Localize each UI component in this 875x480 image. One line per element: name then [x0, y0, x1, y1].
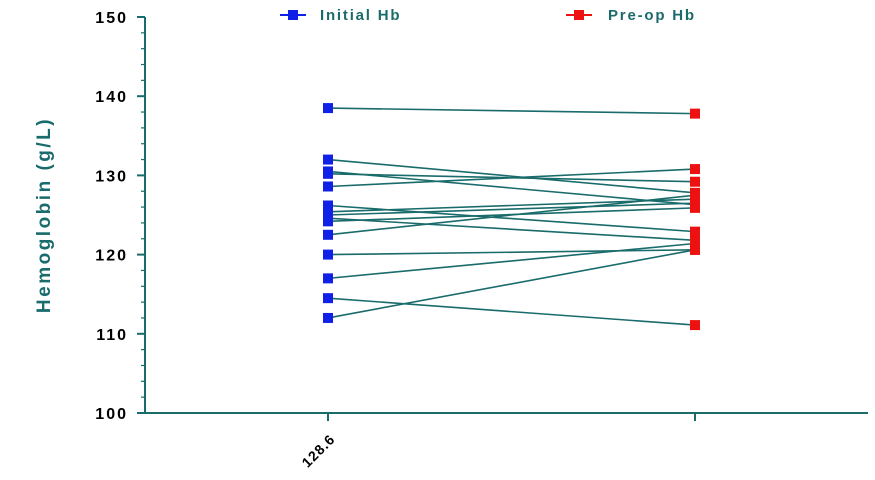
preop-hb-point [690, 320, 700, 331]
preop-hb-point [690, 226, 700, 237]
y-tick-label: 150 [95, 10, 128, 27]
preop-hb-point [690, 202, 700, 213]
pair-lines [327, 107, 696, 326]
initial-hb-point [323, 249, 333, 260]
initial-hb-point [323, 216, 333, 227]
axes [144, 17, 868, 414]
pair-line [327, 194, 696, 236]
legend-preop-marker [574, 10, 584, 20]
x-ticks: 128.6 [298, 413, 696, 471]
y-ticks: 100 110 120 130 140 150 [95, 10, 145, 423]
pair-line [327, 107, 696, 115]
markers [323, 103, 700, 331]
initial-hb-point [323, 273, 333, 284]
preop-hb-point [690, 176, 700, 187]
y-axis-label: Hemoglobin (g/L) [34, 117, 55, 313]
pair-line [327, 217, 696, 242]
legend-preop-label: Pre-op Hb [608, 7, 696, 24]
pair-line [327, 297, 696, 326]
legend-initial-marker [288, 10, 298, 20]
y-tick-label: 120 [95, 248, 128, 265]
y-tick-label: 130 [95, 168, 128, 185]
initial-hb-point [323, 293, 333, 304]
y-tick-label: 110 [96, 327, 128, 344]
preop-hb-point [690, 238, 700, 249]
pair-line [327, 158, 696, 194]
preop-hb-point [690, 244, 700, 255]
preop-hb-point [690, 108, 700, 119]
pair-line [327, 202, 696, 216]
legend: Initial Hb Pre-op Hb [280, 7, 696, 24]
initial-hb-point [323, 103, 333, 114]
initial-hb-point [323, 312, 333, 323]
x-tick-label: 128.6 [298, 431, 338, 471]
pair-line [327, 249, 696, 256]
pair-line [327, 168, 696, 188]
preop-hb-point [690, 190, 700, 201]
legend-initial-label: Initial Hb [320, 7, 401, 24]
y-tick-label: 140 [95, 89, 128, 106]
initial-hb-point [323, 168, 333, 179]
initial-hb-point [323, 154, 333, 165]
pair-line [327, 170, 696, 206]
initial-hb-point [323, 181, 333, 192]
y-tick-label: 100 [95, 406, 128, 423]
pair-line [327, 249, 696, 319]
preop-hb-point [690, 164, 700, 175]
pair-line [327, 242, 696, 280]
initial-hb-point [323, 200, 333, 211]
initial-hb-point [323, 229, 333, 240]
